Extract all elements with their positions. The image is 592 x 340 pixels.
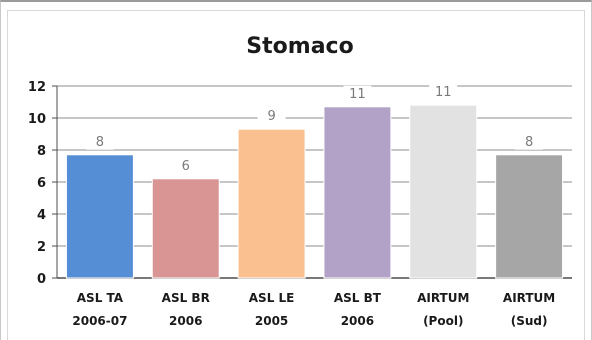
y-tick-label: 8 bbox=[37, 144, 46, 159]
x-tick-label: AIRTUM bbox=[503, 291, 555, 305]
x-tick-label: ASL LE bbox=[249, 291, 295, 305]
x-tick-label: (Pool) bbox=[423, 314, 463, 328]
x-tick-label: ASL TA bbox=[77, 291, 124, 305]
bars: 8 6 9 11 11 8 bbox=[65, 84, 564, 279]
bar bbox=[237, 128, 306, 279]
data-label-bg bbox=[85, 133, 114, 150]
y-tick-label: 6 bbox=[37, 176, 46, 191]
y-tick-label: 2 bbox=[37, 240, 46, 255]
y-tick-label: 4 bbox=[37, 208, 46, 223]
x-tick-label: 2006-07 bbox=[72, 314, 127, 328]
frame-right-line bbox=[584, 10, 585, 340]
bar bbox=[151, 178, 220, 279]
bar bbox=[323, 106, 392, 279]
y-axis: 0 2 4 6 8 10 12 bbox=[28, 80, 58, 287]
x-tick-label: 2006 bbox=[169, 314, 202, 328]
x-tick-label: 2006 bbox=[341, 314, 374, 328]
frame-left-line bbox=[7, 10, 8, 340]
data-label: 8 bbox=[525, 135, 533, 150]
bar bbox=[495, 154, 564, 279]
data-label: 11 bbox=[349, 87, 366, 102]
bar bbox=[65, 154, 134, 279]
y-tick-label: 12 bbox=[28, 80, 46, 95]
x-tick-label: ASL BR bbox=[162, 291, 210, 305]
data-label-bg bbox=[429, 84, 458, 101]
data-label-bg bbox=[171, 157, 200, 174]
x-tick-label: ASL BT bbox=[334, 291, 382, 305]
y-tick-label: 0 bbox=[37, 272, 46, 287]
data-label: 11 bbox=[435, 85, 452, 100]
data-label: 8 bbox=[96, 135, 104, 150]
data-label-bg bbox=[515, 133, 544, 150]
data-label-bg bbox=[343, 85, 372, 102]
bar bbox=[409, 104, 478, 279]
chart-title: Stomaco bbox=[246, 34, 353, 59]
data-label: 6 bbox=[182, 159, 190, 174]
x-tick-label: AIRTUM bbox=[417, 291, 469, 305]
x-tick-label: (Sud) bbox=[511, 314, 548, 328]
x-axis: ASL TA 2006-07 ASL BR 2006 ASL LE 2005 ASL BT 2… bbox=[72, 291, 555, 328]
data-label-bg bbox=[257, 108, 286, 125]
x-tick-label: 2005 bbox=[255, 314, 288, 328]
gridlines bbox=[57, 85, 572, 279]
y-tick-label: 10 bbox=[28, 112, 46, 127]
data-label: 9 bbox=[267, 109, 275, 124]
frame-top-line bbox=[7, 10, 585, 11]
